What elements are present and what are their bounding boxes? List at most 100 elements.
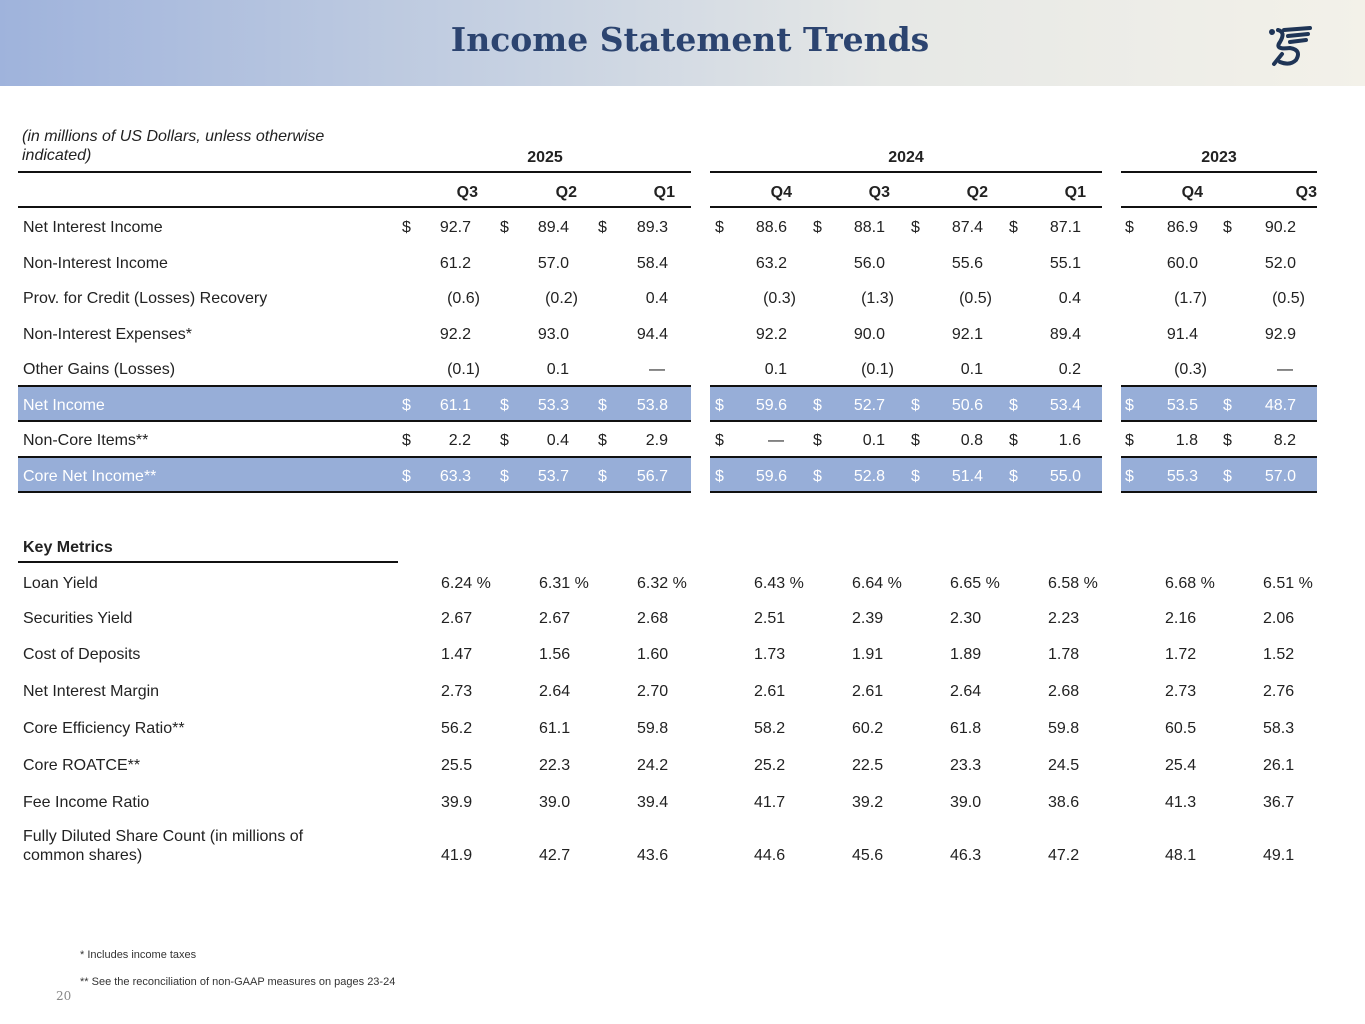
metric-value: 2.67: [441, 610, 473, 627]
divider: [18, 206, 691, 208]
cell-value: 58.4: [636, 255, 668, 272]
currency-symbol: $: [715, 397, 724, 414]
divider: [710, 385, 1102, 387]
cell-value: 1.8: [1175, 432, 1198, 449]
cell-value: 50.6: [951, 397, 983, 414]
divider: [710, 171, 1102, 173]
cell-value: 53.3: [537, 397, 569, 414]
cell-value: 0.1: [764, 361, 787, 378]
metric-value: 2.61: [852, 683, 884, 700]
metric-value: 23.3: [950, 757, 982, 774]
metric-value: 2.16: [1165, 610, 1197, 627]
metric-label: Core Efficiency Ratio**: [23, 720, 185, 737]
metric-value: 26.1: [1263, 757, 1295, 774]
divider: [1121, 456, 1317, 458]
currency-symbol: $: [813, 468, 822, 485]
metric-value: 41.7: [754, 794, 786, 811]
currency-symbol: $: [813, 432, 822, 449]
row-label: Prov. for Credit (Losses) Recovery: [23, 290, 268, 307]
metric-value: 49.1: [1263, 847, 1295, 864]
divider: [18, 456, 691, 458]
cell-value: 0.1: [960, 361, 983, 378]
currency-symbol: $: [1223, 397, 1232, 414]
metric-value: 2.67: [539, 610, 571, 627]
cell-value: 87.4: [951, 219, 983, 236]
highlight-band: [1121, 386, 1317, 421]
cell-value: 61.2: [439, 255, 471, 272]
currency-symbol: $: [402, 397, 411, 414]
cell-value: 57.0: [1264, 468, 1296, 485]
metric-value: 6.68 %: [1165, 575, 1215, 592]
currency-symbol: $: [1125, 397, 1134, 414]
metric-value: 6.65 %: [950, 575, 1000, 592]
currency-symbol: $: [598, 468, 607, 485]
metric-value: 1.73: [754, 646, 786, 663]
currency-symbol: $: [500, 468, 509, 485]
metric-value: 2.23: [1048, 610, 1080, 627]
cell-value: 92.1: [951, 326, 983, 343]
cell-value: 60.0: [1166, 255, 1198, 272]
metric-value: 1.89: [950, 646, 982, 663]
metric-value: 1.56: [539, 646, 571, 663]
metric-value: 2.68: [1048, 683, 1080, 700]
cell-value: 63.3: [439, 468, 471, 485]
cell-value: 89.4: [1049, 326, 1081, 343]
key-metrics-title: Key Metrics: [23, 539, 113, 556]
divider: [1121, 491, 1317, 493]
cell-value: 0.4: [645, 290, 668, 307]
metric-label: Fee Income Ratio: [23, 794, 150, 811]
cell-value: (0.5): [959, 290, 992, 307]
cell-value: 8.2: [1273, 432, 1296, 449]
cell-value: 1.6: [1058, 432, 1081, 449]
cell-value: 51.4: [951, 468, 983, 485]
metric-value: 60.2: [852, 720, 884, 737]
divider: [710, 491, 1102, 493]
currency-symbol: $: [500, 397, 509, 414]
cell-value: (0.3): [1174, 361, 1207, 378]
cell-value: 92.2: [755, 326, 787, 343]
metric-value: 61.1: [539, 720, 571, 737]
metric-value: 6.32 %: [637, 575, 687, 592]
metric-value: 6.43 %: [754, 575, 804, 592]
metric-value: 59.8: [1048, 720, 1080, 737]
metric-value: 41.3: [1165, 794, 1197, 811]
cell-value: —: [649, 361, 665, 378]
cell-value: 89.3: [636, 219, 668, 236]
currency-symbol: $: [1125, 219, 1134, 236]
currency-symbol: $: [1125, 432, 1134, 449]
metric-value: 59.8: [637, 720, 669, 737]
currency-symbol: $: [402, 432, 411, 449]
divider: [1121, 420, 1317, 422]
divider: [18, 491, 691, 493]
metric-value: 1.47: [441, 646, 473, 663]
cell-value: 57.0: [537, 255, 569, 272]
divider: [710, 456, 1102, 458]
highlight-band: [710, 457, 1102, 492]
cell-value: 90.0: [853, 326, 885, 343]
metric-value: 39.0: [539, 794, 571, 811]
metric-label: Net Interest Margin: [23, 683, 160, 700]
currency-symbol: $: [598, 432, 607, 449]
cell-value: 0.4: [1058, 290, 1081, 307]
metric-value: 41.9: [441, 847, 473, 864]
metric-value: 25.5: [441, 757, 473, 774]
currency-symbol: $: [500, 432, 509, 449]
quarter-header: Q3: [1295, 184, 1317, 201]
metric-value: 2.73: [1165, 683, 1197, 700]
metric-value: 6.51 %: [1263, 575, 1313, 592]
metric-value: 39.2: [852, 794, 884, 811]
page-number: 20: [56, 989, 72, 1003]
metric-value: 22.3: [539, 757, 571, 774]
metric-value: 60.5: [1165, 720, 1197, 737]
metric-value: 1.60: [637, 646, 669, 663]
row-label: Non-Interest Income: [23, 255, 168, 272]
header-banner: [0, 0, 1365, 86]
metric-label: Core ROATCE**: [23, 757, 141, 774]
cell-value: 92.9: [1264, 326, 1296, 343]
metric-value: 44.6: [754, 847, 786, 864]
cell-value: 87.1: [1049, 219, 1081, 236]
metric-value: 25.2: [754, 757, 786, 774]
currency-symbol: $: [1223, 219, 1232, 236]
metric-value: 2.61: [754, 683, 786, 700]
metric-value: 6.58 %: [1048, 575, 1098, 592]
